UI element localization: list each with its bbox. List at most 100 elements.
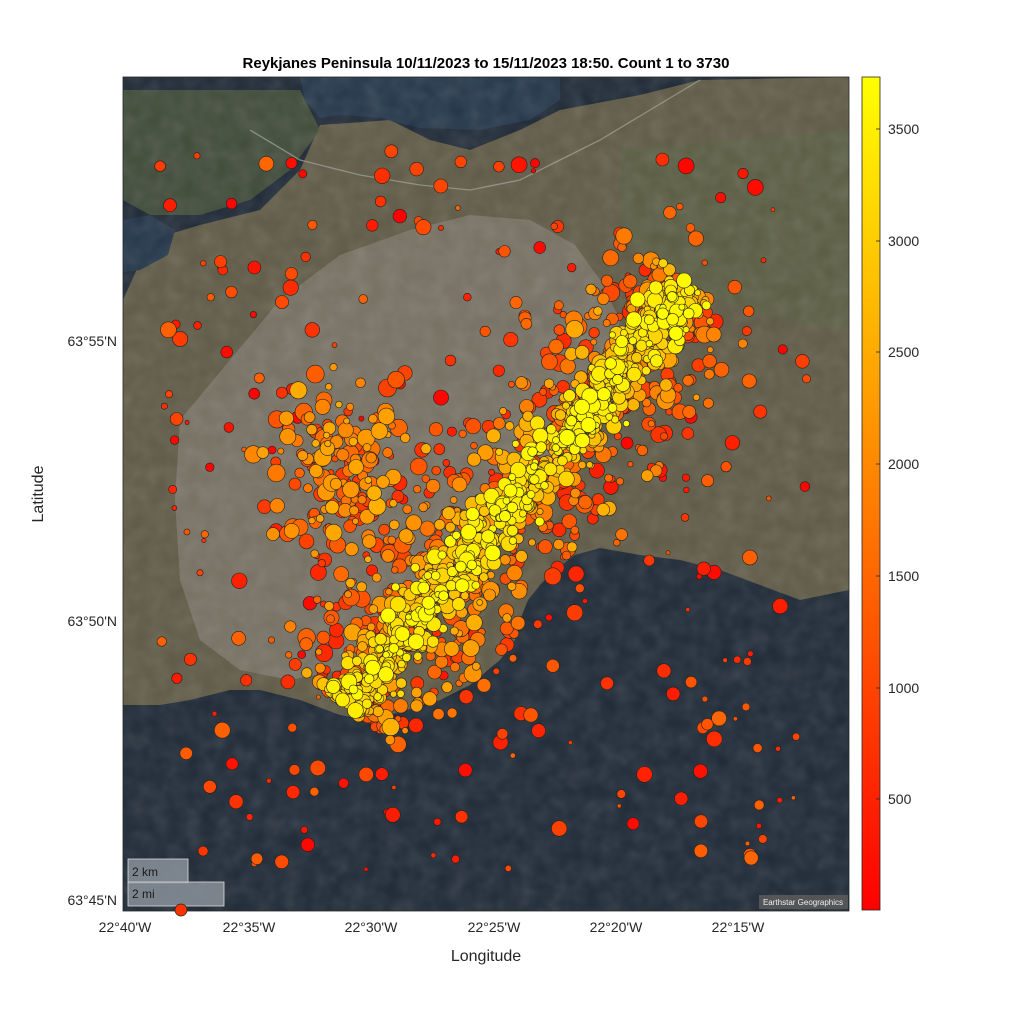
- earthquake-marker: [580, 417, 597, 433]
- earthquake-marker: [434, 518, 446, 531]
- earthquake-marker: [433, 817, 442, 826]
- earthquake-marker: [193, 152, 201, 160]
- earthquake-marker: [387, 535, 397, 545]
- earthquake-markers: [154, 144, 811, 872]
- earthquake-marker: [402, 652, 412, 662]
- earthquake-marker: [627, 398, 640, 412]
- earthquake-marker: [396, 689, 405, 698]
- earthquake-marker: [696, 561, 711, 576]
- earthquake-marker: [720, 461, 732, 473]
- earthquake-marker: [289, 381, 308, 400]
- earthquake-marker: [245, 813, 254, 821]
- colorbar-tick-label: 1000: [888, 680, 919, 696]
- earthquake-marker: [566, 541, 578, 553]
- earthquake-marker: [364, 673, 375, 684]
- earthquake-marker: [306, 364, 325, 384]
- earthquake-marker: [528, 538, 536, 547]
- earthquake-marker: [370, 422, 389, 440]
- earthquake-marker: [314, 398, 331, 415]
- earthquake-marker: [323, 431, 330, 439]
- earthquake-marker: [488, 504, 502, 517]
- earthquake-marker: [713, 362, 730, 378]
- earthquake-marker: [382, 447, 393, 458]
- earthquake-marker: [479, 572, 489, 582]
- earthquake-marker: [438, 590, 449, 601]
- earthquake-marker: [622, 420, 630, 428]
- earthquake-marker: [201, 537, 207, 543]
- earthquake-marker: [799, 481, 811, 492]
- earthquake-marker: [307, 219, 318, 230]
- earthquake-marker: [753, 799, 765, 811]
- earthquake-marker: [316, 630, 331, 645]
- earthquake-marker: [545, 658, 560, 673]
- earthquake-marker: [368, 497, 387, 516]
- earthquake-marker: [626, 366, 642, 382]
- map-area[interactable]: [123, 77, 849, 911]
- earthquake-marker: [742, 549, 758, 566]
- earthquake-marker: [306, 424, 318, 436]
- earthquake-marker: [345, 577, 356, 588]
- earthquake-marker: [279, 428, 297, 446]
- earthquake-marker: [565, 320, 584, 339]
- earthquake-marker: [683, 486, 690, 494]
- y-axis: 63°55'N 63°50'N 63°45'N Latitude: [30, 333, 117, 908]
- earthquake-marker: [377, 666, 394, 683]
- earthquake-marker: [288, 477, 302, 491]
- earthquake-marker: [285, 651, 293, 659]
- earthquake-marker: [588, 327, 600, 339]
- earthquake-marker: [266, 777, 272, 784]
- earthquake-marker: [616, 803, 622, 809]
- earthquake-marker: [359, 509, 375, 525]
- y-tick-label: 63°45'N: [67, 892, 117, 908]
- earthquake-marker: [343, 417, 350, 425]
- chart-title: Reykjanes Peninsula 10/11/2023 to 15/11/…: [243, 55, 730, 72]
- earthquake-marker: [530, 168, 537, 174]
- earthquake-marker: [533, 241, 546, 254]
- earthquake-marker: [248, 387, 260, 400]
- earthquake-marker: [510, 615, 526, 631]
- earthquake-marker: [703, 397, 714, 409]
- earthquake-marker: [160, 321, 177, 339]
- x-tick-label: 22°35'W: [223, 919, 276, 935]
- earthquake-marker: [358, 294, 368, 304]
- earthquake-marker: [288, 764, 301, 776]
- earthquake-marker: [641, 366, 651, 376]
- earthquake-marker: [280, 674, 296, 690]
- earthquake-marker: [335, 400, 343, 409]
- earthquake-marker: [274, 854, 289, 869]
- earthquake-marker: [663, 206, 677, 220]
- earthquake-marker: [325, 500, 340, 515]
- earthquake-marker: [409, 162, 424, 177]
- earthquake-marker: [297, 650, 307, 659]
- earthquake-marker: [612, 538, 621, 547]
- earthquake-marker: [665, 550, 671, 556]
- x-tick-label: 22°25'W: [468, 919, 521, 935]
- earthquake-marker: [421, 595, 436, 610]
- earthquake-marker: [732, 716, 738, 722]
- earthquake-marker: [385, 588, 393, 596]
- earthquake-marker: [258, 156, 274, 172]
- earthquake-marker: [615, 528, 628, 541]
- earthquake-marker: [333, 566, 350, 582]
- earthquake-marker: [304, 322, 320, 338]
- earthquake-marker: [361, 698, 373, 709]
- earthquake-marker: [706, 346, 714, 354]
- earthquake-marker: [629, 291, 646, 308]
- earthquake-marker: [694, 289, 702, 297]
- earthquake-marker: [479, 325, 491, 337]
- x-tick-label: 22°20'W: [590, 919, 643, 935]
- earthquake-marker: [561, 550, 572, 561]
- earthquake-marker: [301, 667, 313, 679]
- earthquake-marker: [685, 607, 691, 612]
- earthquake-marker: [503, 483, 518, 498]
- earthquake-marker: [442, 459, 451, 467]
- earthquake-marker: [495, 643, 508, 656]
- earthquake-marker: [303, 411, 316, 424]
- earthquake-marker: [551, 820, 568, 837]
- earthquake-marker: [537, 539, 553, 555]
- earthquake-marker: [515, 550, 528, 563]
- earthquake-marker: [405, 514, 422, 531]
- earthquake-marker: [324, 440, 332, 448]
- earthquake-marker: [282, 279, 299, 296]
